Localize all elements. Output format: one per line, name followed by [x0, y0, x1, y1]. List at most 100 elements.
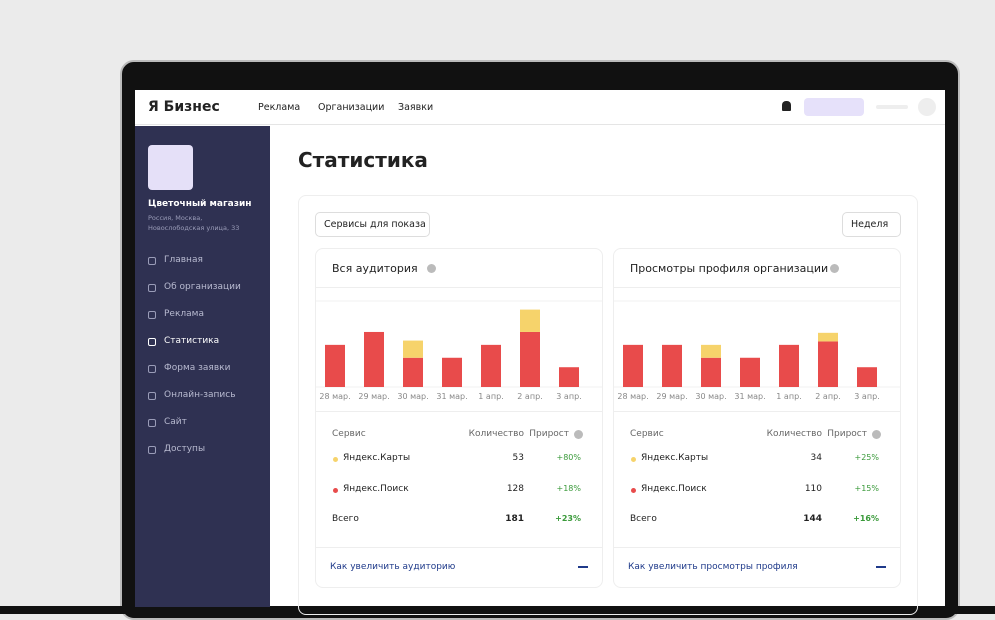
total-label: Всего: [630, 514, 657, 524]
total-count: 181: [505, 514, 524, 524]
nav-link[interactable]: Заявки: [398, 102, 434, 113]
x-tick-label: 28 мар.: [319, 392, 350, 401]
x-tick-label: 1 апр.: [478, 392, 503, 401]
org-logo: [148, 145, 193, 190]
arrow-icon[interactable]: [876, 566, 886, 568]
period-select[interactable]: Неделя: [842, 212, 901, 237]
panel: Вся аудитория 28 мар. 29 мар. 30 мар. 31 мар…: [315, 248, 603, 588]
divider: [316, 287, 602, 288]
x-tick-label: 31 мар.: [436, 392, 467, 401]
bar-segment: [559, 367, 579, 387]
bar-segment: [364, 331, 384, 387]
help-icon: [426, 264, 436, 273]
menu-item[interactable]: Главная: [164, 255, 203, 265]
bar-segment: [623, 344, 643, 387]
service-name: Яндекс.Карты: [343, 453, 411, 463]
x-tick-label: 1 апр.: [776, 392, 801, 401]
topbar: [135, 90, 945, 125]
menu-item[interactable]: Сайт: [164, 417, 187, 427]
th: Прирост: [529, 429, 569, 439]
bar-segment: [740, 357, 760, 387]
x-tick-label: 30 мар.: [397, 392, 428, 401]
growth: +25%: [854, 453, 879, 462]
menu-item[interactable]: Об организации: [164, 282, 241, 292]
growth: +80%: [556, 453, 581, 462]
x-tick-label: 31 мар.: [734, 392, 765, 401]
x-tick-label: 28 мар.: [617, 392, 648, 401]
count: 53: [512, 453, 524, 463]
th: Количество: [468, 429, 524, 439]
bar-segment: [779, 344, 799, 387]
divider: [316, 411, 602, 412]
bar-segment: [481, 344, 501, 387]
org-address: Россия, Москва, Новослободская улица, 33: [148, 214, 240, 232]
growth: +15%: [854, 484, 879, 493]
bar-segment: [403, 357, 423, 387]
x-tick-label: 2 апр.: [815, 392, 840, 401]
x-tick-label: 3 апр.: [854, 392, 879, 401]
bar-segment: [325, 344, 345, 387]
logo[interactable]: Я Бизнес: [148, 99, 220, 115]
panel-title: Просмотры профиля организации: [630, 262, 829, 275]
bottom-bar: [0, 606, 995, 614]
chart: 28 мар. 29 мар. 30 мар. 31 мар. 1 апр. 2 апр.…: [614, 300, 900, 401]
menu-icon: [148, 311, 156, 319]
bar-segment: [701, 357, 721, 387]
x-tick-label: 29 мар.: [358, 392, 389, 401]
service-name: Яндекс.Поиск: [641, 484, 707, 494]
bar-segment: [520, 309, 540, 332]
menu-icon: [148, 257, 156, 265]
menu-item[interactable]: Доступы: [164, 444, 206, 454]
th: Количество: [766, 429, 822, 439]
x-tick-label: 3 апр.: [556, 392, 581, 401]
bar-segment: [442, 357, 462, 387]
menu-item[interactable]: Статистика: [164, 336, 220, 346]
menu-item[interactable]: Реклама: [164, 309, 204, 319]
divider: [316, 547, 602, 548]
help-icon: [574, 430, 583, 439]
x-tick-label: 30 мар.: [695, 392, 726, 401]
service-name: Яндекс.Карты: [641, 453, 709, 463]
account-pill[interactable]: [804, 98, 864, 116]
legend-dot: [631, 457, 636, 462]
bar-segment: [701, 344, 721, 358]
count: 34: [810, 453, 822, 463]
help-link[interactable]: Как увеличить просмотры профиля: [628, 562, 798, 572]
bell-icon[interactable]: [782, 101, 791, 111]
nav-link[interactable]: Реклама: [258, 102, 301, 113]
legend-dot: [631, 488, 636, 493]
help-link[interactable]: Как увеличить аудиторию: [330, 562, 456, 572]
legend-dot: [333, 457, 338, 462]
total-growth: +16%: [853, 514, 879, 523]
th: Сервис: [332, 429, 366, 439]
service-name: Яндекс.Поиск: [343, 484, 409, 494]
arrow-icon[interactable]: [578, 566, 588, 568]
bar-segment: [818, 341, 838, 387]
divider: [614, 411, 900, 412]
th: Сервис: [630, 429, 664, 439]
x-tick-label: 29 мар.: [656, 392, 687, 401]
menu-icon: [148, 392, 156, 400]
menu-icon: [148, 365, 156, 373]
bar-segment: [403, 340, 423, 358]
total-label: Всего: [332, 514, 359, 524]
th: Прирост: [827, 429, 867, 439]
total-count: 144: [803, 514, 822, 524]
bar-segment: [857, 367, 877, 387]
placeholder: [876, 105, 908, 109]
avatar[interactable]: [918, 98, 936, 116]
divider: [614, 287, 900, 288]
menu-icon: [148, 446, 156, 454]
menu-icon: [148, 284, 156, 292]
growth: +18%: [556, 484, 581, 493]
help-icon: [872, 430, 881, 439]
menu-item[interactable]: Онлайн-запись: [164, 390, 236, 400]
count: 110: [804, 484, 822, 494]
panel-title: Вся аудитория: [332, 262, 418, 275]
services-button[interactable]: Сервисы для показа: [315, 212, 430, 237]
chart: 28 мар. 29 мар. 30 мар. 31 мар. 1 апр. 2 апр.…: [316, 300, 602, 401]
nav-link[interactable]: Организации: [318, 102, 385, 113]
bar-segment: [520, 331, 540, 387]
menu-item[interactable]: Форма заявки: [164, 363, 231, 373]
